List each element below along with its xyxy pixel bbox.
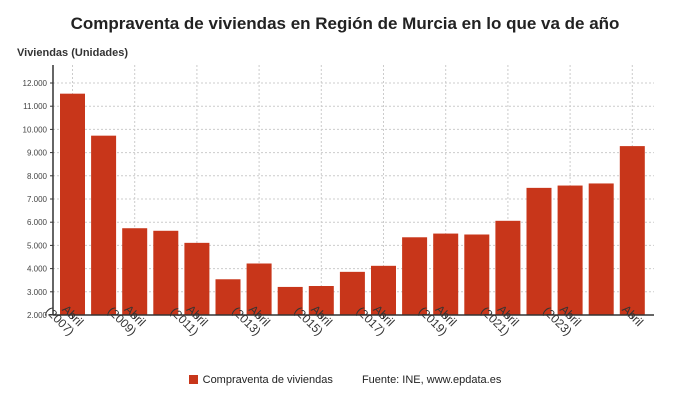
legend-label: Compraventa de viviendas — [202, 374, 333, 386]
legend: Compraventa de viviendas Fuente: INE, ww… — [0, 374, 690, 386]
bar-2007 — [60, 93, 85, 315]
y-tick-label: 4.000 — [27, 265, 48, 274]
bar-2017 — [371, 265, 396, 315]
y-tick-label: 6.000 — [27, 218, 48, 227]
bar-2009 — [122, 228, 148, 315]
bar-2016 — [339, 271, 365, 315]
bar-2024 — [588, 183, 614, 315]
y-tick-label: 8.000 — [27, 172, 48, 181]
legend-swatch — [188, 375, 198, 384]
y-axis-label: Viviendas (Unidades) — [17, 47, 129, 59]
bar-2019 — [433, 233, 459, 315]
y-tick-label: 9.000 — [27, 149, 48, 158]
bar-2011 — [184, 242, 210, 315]
y-tick-label: 12.000 — [23, 79, 48, 88]
y-tick-label: 11.000 — [23, 102, 47, 111]
y-tick-label: 3.000 — [27, 288, 48, 297]
bar-2018 — [402, 237, 428, 315]
bar-2010 — [153, 230, 179, 315]
bar-2013 — [246, 263, 272, 315]
bar-2012 — [215, 279, 241, 315]
source-text: Fuente: INE, www.epdata.es — [361, 374, 502, 386]
bar-chart: 2.000 3.000 4.000 5.000 6.000 7.000 8.000 9.000… — [23, 65, 654, 338]
bar-2022 — [526, 187, 552, 315]
bar-2021 — [495, 220, 521, 315]
bar-2023 — [557, 185, 583, 315]
bar-2025 — [619, 146, 645, 315]
bar-2008 — [91, 135, 117, 315]
y-tick-label: 10.000 — [23, 125, 48, 134]
chart-title: Compraventa de viviendas en Región de Mu… — [70, 14, 620, 33]
y-tick-label: 2.000 — [27, 311, 48, 320]
bar-2014 — [277, 286, 303, 315]
bar-2015 — [308, 286, 334, 315]
bar-2020 — [464, 234, 490, 315]
y-tick-label: 7.000 — [27, 195, 48, 204]
y-tick-label: 5.000 — [27, 241, 48, 250]
